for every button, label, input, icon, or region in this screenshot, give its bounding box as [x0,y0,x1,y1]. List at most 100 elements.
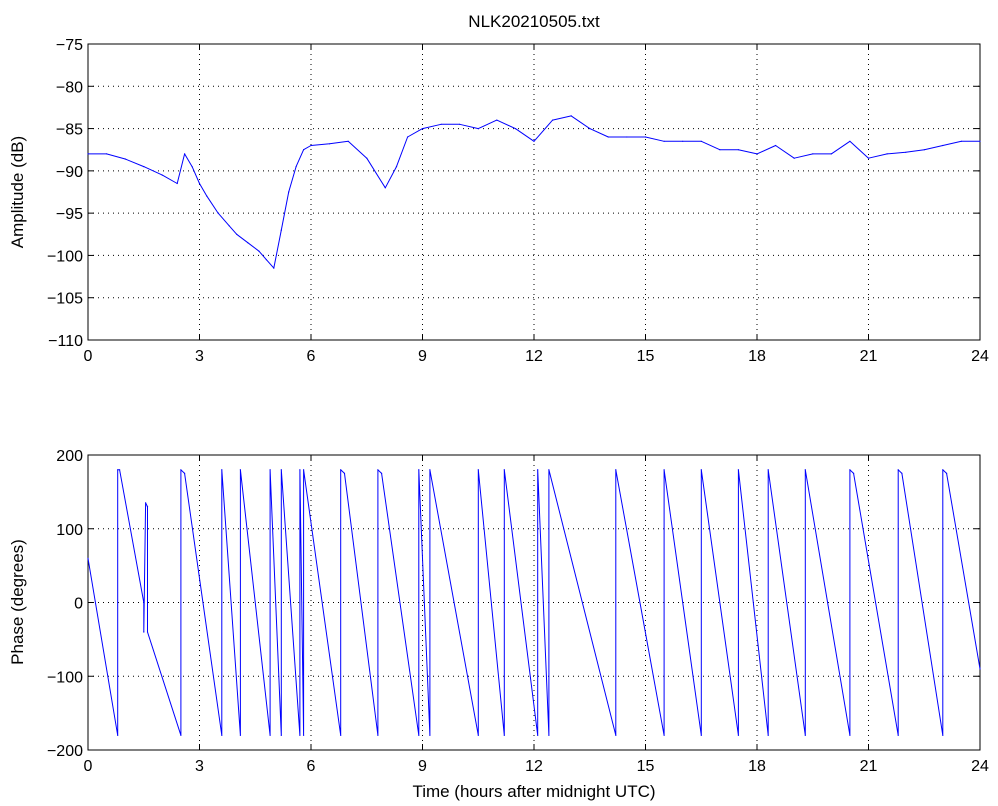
phase-data-point [849,734,851,736]
amplitude-y-tick-label: −105 [47,291,83,308]
amplitude-data-point [905,151,907,153]
amplitude-data-point [191,166,193,168]
phase-x-tick-label: 12 [525,758,543,775]
amplitude-y-tick-label: −110 [48,333,83,350]
phase-data-point [117,734,119,736]
amplitude-x-tick-label: 6 [307,348,316,365]
amplitude-data-point [830,153,832,155]
phase-data-point [221,734,223,736]
amplitude-data-point [265,259,267,261]
phase-data-point [303,469,305,471]
phase-data-point [897,734,899,736]
amplitude-data-point [626,136,628,138]
phase-data-point [299,734,301,736]
phase-data-point [87,557,89,559]
amplitude-data-point [384,187,386,189]
phase-x-tick-label: 0 [84,758,93,775]
phase-data-point [737,469,740,471]
amplitude-x-tick-labels: 0 3 6 9 12 15 18 21 24 [84,348,989,365]
amplitude-data-point [217,212,219,214]
phase-x-tick-label: 21 [860,758,878,775]
phase-x-tick-label: 15 [637,758,655,775]
phase-y-tick-label: 0 [74,596,83,613]
amplitude-data-point [644,136,647,138]
amplitude-x-tick-label: 18 [748,348,766,365]
amplitude-data-point [700,140,702,142]
phase-series-line [87,469,981,736]
phase-data-point [429,734,431,736]
amplitude-data-point [477,128,479,130]
phase-data-point [700,469,702,471]
amplitude-y-tick-label: −95 [56,206,83,223]
phase-data-point [804,469,806,471]
phase-data-point [377,734,379,736]
amplitude-trace-group [87,115,981,269]
phase-data-point [280,469,282,471]
amplitude-data-point [496,119,498,121]
amplitude-data-point [886,153,888,155]
amplitude-data-point [288,191,290,193]
amplitude-y-tick-labels: −110 −105 −100 −95 −90 −85 −80 −75 [47,37,83,350]
phase-y-tick-label: −100 [47,669,83,686]
phase-data-point [381,472,383,474]
amplitude-data-point [775,144,777,147]
amplitude-data-point [184,153,186,155]
phase-x-tick-labels: 0 3 6 9 12 15 18 21 24 [84,758,989,775]
amplitude-data-point [979,140,981,142]
amplitude-chart: 0 3 6 9 12 15 18 21 24 −110−105−100−95−90−85−80−… [8,37,989,365]
amplitude-data-point [867,157,870,159]
phase-data-point [663,734,665,736]
amplitude-x-tick-label: 0 [84,348,93,365]
amplitude-data-point [793,157,795,159]
amplitude-data-point [533,140,535,142]
phase-data-point [299,469,301,471]
phase-x-tick-label: 3 [195,758,204,775]
phase-y-tick-labels: −200 −100 0 100 200 [47,448,83,760]
amplitude-data-point [942,144,944,147]
amplitude-data-point [161,174,163,176]
amplitude-data-point [663,140,665,142]
amplitude-data-point [607,136,609,138]
amplitude-data-point [737,149,740,151]
amplitude-data-point [589,128,591,130]
amplitude-x-tick-label: 12 [525,348,543,365]
amplitude-data-point [106,153,108,155]
phase-y-axis-title: Phase (degrees) [8,539,27,665]
phase-data-point [942,469,944,471]
figure-title: NLK20210505.txt [468,12,600,31]
phase-data-point [767,734,769,736]
amplitude-data-point [440,123,442,125]
phase-y-tick-label: −200 [47,743,83,760]
phase-x-axis-title: Time (hours after midnight UTC) [412,782,655,801]
phase-data-point [145,502,147,504]
phase-data-point [946,472,948,474]
amplitude-data-point [143,166,145,168]
amplitude-data-point [329,143,331,145]
phase-x-tick-label: 24 [971,758,989,775]
amplitude-data-point [552,119,554,121]
amplitude-data-point [366,157,368,159]
phase-data-point [280,734,282,736]
phase-data-point [615,469,617,471]
phase-data-point [180,469,182,471]
phase-data-point [477,469,479,471]
amplitude-data-point [124,158,126,160]
phase-data-point [548,734,550,736]
phase-data-point [143,601,145,604]
phase-data-point [146,506,149,508]
phase-data-point [340,734,342,736]
phase-data-point [503,734,505,736]
phase-data-point [239,469,241,471]
phase-data-point [700,734,702,736]
amplitude-y-tick-label: −90 [56,164,83,181]
phase-data-point [418,734,420,736]
amplitude-data-point [395,166,398,168]
phase-data-point [429,469,431,471]
amplitude-data-point [407,136,409,138]
phase-data-point [537,734,539,736]
amplitude-grid [88,44,980,340]
amplitude-x-tick-label: 21 [860,348,878,365]
phase-x-tick-label: 9 [418,758,427,775]
amplitude-data-point [228,225,230,227]
amplitude-data-point [273,267,275,269]
